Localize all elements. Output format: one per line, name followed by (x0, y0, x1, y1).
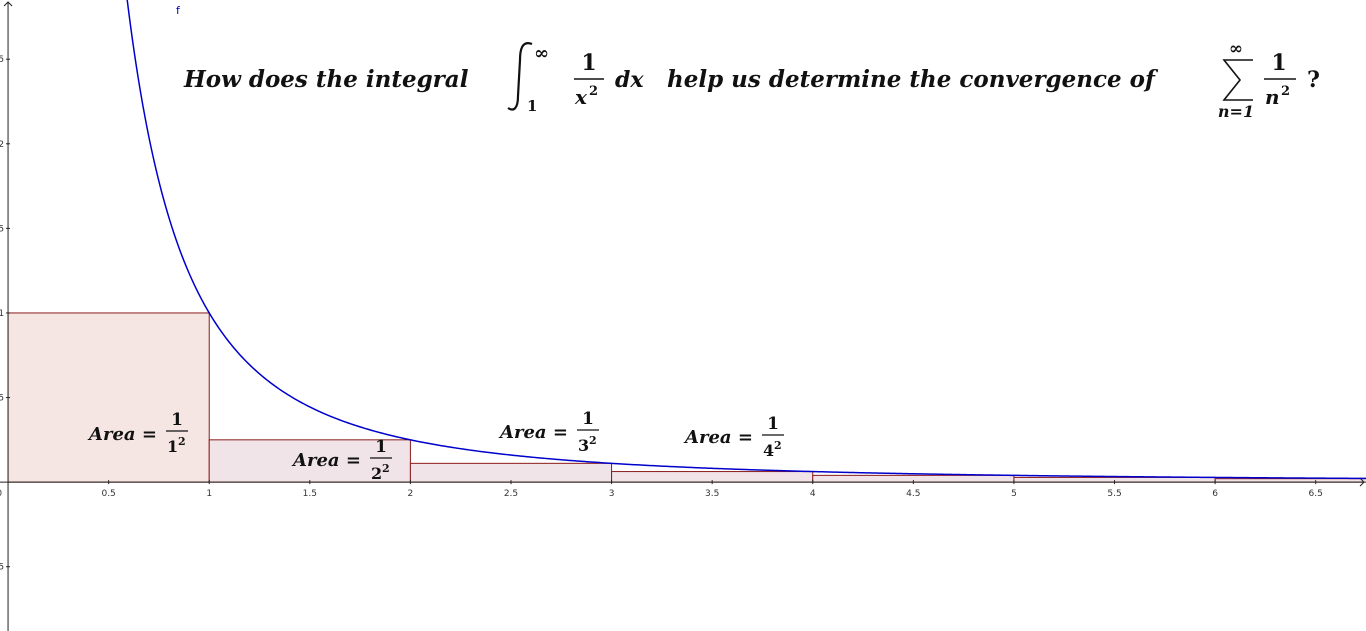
y-tick-label: 0.5 (0, 394, 4, 404)
riemann-rectangles (7, 312, 1366, 483)
area-label-base: 1 (167, 437, 178, 456)
question-part1: How does the integral (183, 66, 469, 93)
x-tick-label: 2 (408, 489, 414, 499)
area-label-text: Area = (291, 450, 361, 471)
question-mark: ? (1307, 67, 1320, 93)
y-axis-arrow (3, 1, 13, 7)
y-tick-label: 1 (0, 309, 4, 319)
x-tick-label: 5.5 (1107, 489, 1121, 499)
question-part2: help us determine the convergence of (667, 66, 1159, 93)
area-rectangle-3 (409, 462, 613, 483)
area-label-numerator: 1 (375, 437, 387, 457)
x-tick-label: 4 (810, 489, 816, 499)
x-axis-arrow (1359, 477, 1365, 487)
area-label-4: Area = 1 4 2 (683, 414, 784, 460)
area-label-1: Area = 1 1 2 (87, 410, 188, 456)
integral-upper-limit: ∞ (534, 43, 549, 64)
area-label-exponent: 2 (178, 435, 186, 448)
area-label-base: 4 (763, 441, 774, 460)
area-label-text: Area = (498, 422, 568, 443)
area-label-numerator: 1 (582, 409, 594, 429)
area-label-numerator: 1 (767, 414, 779, 434)
area-rectangle-7 (1214, 478, 1366, 483)
x-tick-label: 1 (206, 489, 212, 499)
area-label-exponent: 2 (774, 439, 782, 452)
integral-differential: dx (615, 67, 644, 93)
area-label-2: Area = 1 2 2 (291, 437, 392, 483)
area-label-text: Area = (683, 427, 753, 448)
x-tick-label: 1.5 (303, 489, 317, 499)
y-tick-label: −0.5 (0, 563, 4, 573)
question-title: How does the integral ∞ 1 1 x 2 dx help … (183, 39, 1320, 121)
area-label-base: 2 (371, 464, 382, 483)
area-rectangle-2 (208, 439, 411, 483)
y-tick-label: 2 (0, 140, 4, 150)
axis-ticks: 0.511.522.533.544.555.566.5−0.50.511.522… (0, 55, 1323, 573)
integral-lower-limit: 1 (527, 97, 537, 115)
integrand-exponent: 2 (589, 84, 598, 99)
sum-exponent: 2 (1281, 84, 1290, 99)
sum-base: n (1265, 85, 1280, 109)
integral-sign (507, 42, 533, 111)
y-tick-label: 1.5 (0, 224, 4, 234)
function-curve-f (126, 0, 1366, 480)
integrand-numerator: 1 (581, 50, 596, 76)
x-tick-label: 3 (609, 489, 615, 499)
sum-upper-limit: ∞ (1229, 39, 1243, 59)
y-tick-label: 2.5 (0, 55, 4, 65)
x-tick-label: 3.5 (705, 489, 719, 499)
x-tick-label: 5 (1011, 489, 1017, 499)
x-tick-label: 2.5 (504, 489, 518, 499)
area-label-base: 3 (578, 436, 589, 455)
x-tick-label: 6 (1212, 489, 1218, 499)
x-tick-label: 4.5 (906, 489, 920, 499)
origin-label: 0 (0, 489, 2, 499)
area-label-exponent: 2 (589, 434, 597, 447)
area-label-exponent: 2 (382, 462, 390, 475)
area-label-numerator: 1 (171, 410, 183, 430)
sum-numerator: 1 (1271, 50, 1286, 76)
sum-sign (1222, 59, 1253, 101)
integrand-base: x (574, 85, 588, 109)
sum-lower-limit: n=1 (1218, 102, 1254, 121)
area-label-text: Area = (87, 424, 157, 445)
area-rectangle-1 (7, 312, 210, 483)
function-label: f (176, 4, 181, 17)
x-tick-label: 6.5 (1309, 489, 1323, 499)
x-tick-label: 0.5 (101, 489, 115, 499)
area-label-3: Area = 1 3 2 (498, 409, 599, 455)
